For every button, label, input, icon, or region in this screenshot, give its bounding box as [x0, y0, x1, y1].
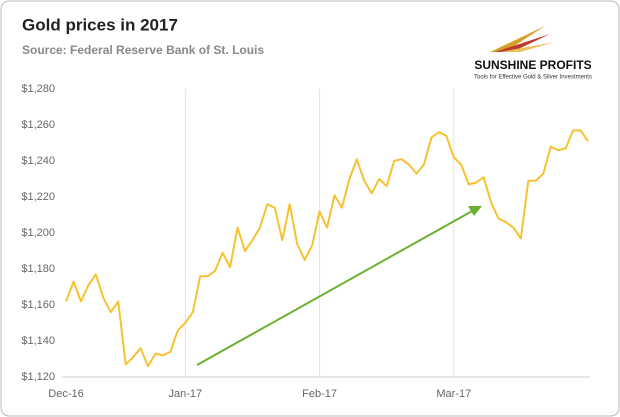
- logo: SUNSHINE PROFITS Tools for Effective Gol…: [474, 26, 592, 81]
- y-tick-label: $1,200: [21, 227, 55, 239]
- x-tick-label: Mar-17: [436, 388, 471, 400]
- logo-ray: [490, 26, 545, 52]
- arrow-shaft: [196, 209, 475, 366]
- annotation-arrow: [196, 206, 482, 366]
- chart-subtitle: Source: Federal Reserve Bank of St. Loui…: [22, 43, 264, 57]
- y-tick-label: $1,240: [21, 155, 55, 167]
- y-tick-label: $1,120: [21, 371, 55, 383]
- logo-ray: [500, 42, 555, 52]
- x-tick-label: Feb-17: [302, 388, 337, 400]
- arrow-head: [468, 206, 482, 216]
- y-tick-label: $1,220: [21, 191, 55, 203]
- y-tick-label: $1,140: [21, 335, 55, 347]
- price-line: [65, 129, 589, 368]
- logo-name: SUNSHINE PROFITS: [474, 58, 591, 72]
- y-tick-label: $1,160: [21, 299, 55, 311]
- x-tick-label: Jan-17: [168, 388, 202, 400]
- logo-tagline: Tools for Effective Gold & Silver Invest…: [474, 75, 592, 81]
- logo-ray: [495, 34, 550, 52]
- y-tick-label: $1,180: [21, 263, 55, 275]
- chart-title: Gold prices in 2017: [22, 15, 178, 34]
- y-tick-label: $1,280: [21, 83, 55, 95]
- y-tick-label: $1,260: [21, 119, 55, 131]
- x-tick-label: Dec-16: [48, 388, 83, 400]
